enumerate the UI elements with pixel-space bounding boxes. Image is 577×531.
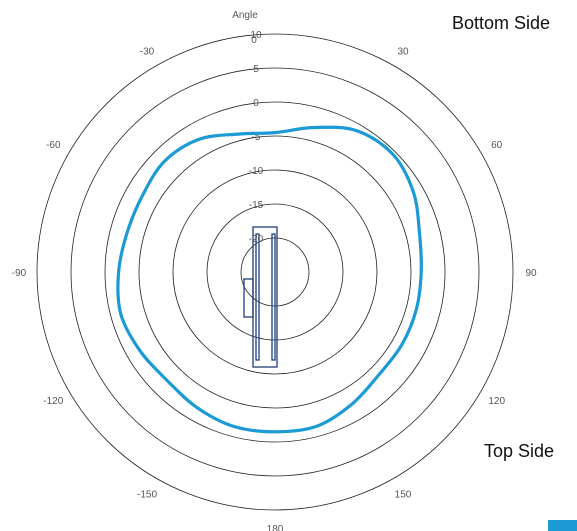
- radial-tick-labels: 10 5 0 -5 -10 -15 -20: [249, 30, 264, 245]
- corner-color-swatch: [548, 520, 577, 531]
- device-inner-right: [271, 233, 276, 361]
- angle-tick-label: -60: [46, 140, 61, 151]
- series-line: [116, 125, 423, 434]
- angle-tick-label: 150: [395, 490, 412, 501]
- angle-tick-label: 0: [251, 35, 257, 46]
- angle-tick-label: 30: [397, 46, 409, 57]
- grid-ring: [104, 101, 446, 443]
- angle-axis-title: Angle: [232, 10, 258, 21]
- bottom-side-label: Bottom Side: [452, 13, 551, 33]
- grid-ring: [138, 135, 412, 409]
- angle-tick-label: -30: [140, 46, 155, 57]
- angle-tick-label: -120: [43, 396, 63, 407]
- angle-tick-label: 120: [488, 396, 505, 407]
- angle-tick-label: 180: [267, 524, 284, 531]
- device-tab: [243, 278, 254, 318]
- radial-tick-label: 0: [253, 98, 259, 109]
- radial-tick-label: -5: [252, 132, 261, 143]
- angle-tick-label: -90: [12, 268, 27, 279]
- radial-tick-label: -10: [249, 166, 264, 177]
- grid-ring: [172, 169, 378, 375]
- radial-tick-label: -20: [249, 234, 264, 245]
- angle-tick-label: -150: [137, 490, 157, 501]
- grid-rings: [36, 33, 514, 511]
- angle-tick-label: 60: [491, 140, 503, 151]
- grid-ring: [70, 67, 480, 477]
- radial-tick-label: -15: [249, 200, 264, 211]
- top-side-label: Top Side: [484, 441, 555, 461]
- radial-tick-label: 10: [250, 30, 262, 41]
- device-outline: [243, 226, 278, 368]
- radial-tick-label: 5: [253, 64, 259, 75]
- grid-ring: [36, 33, 514, 511]
- angle-tick-label: 90: [525, 268, 537, 279]
- device-inner-left: [255, 233, 260, 361]
